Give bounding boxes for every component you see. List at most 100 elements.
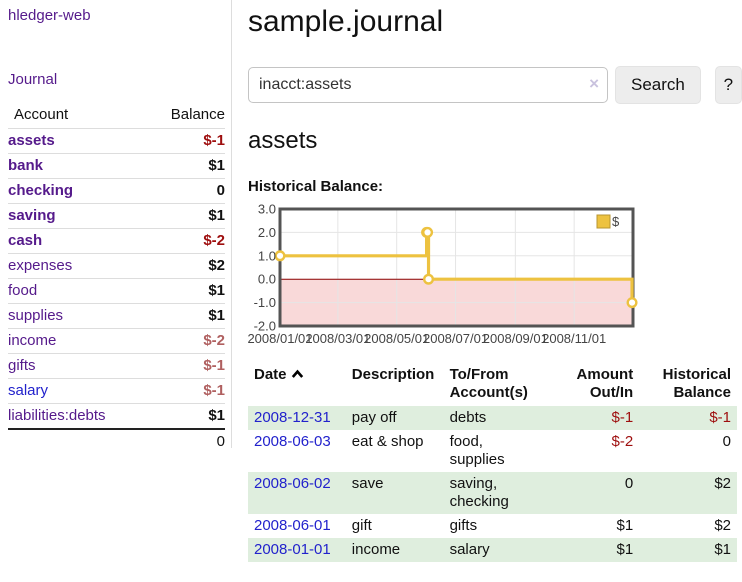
register-row: 2008-06-01 gift gifts $1 $2 — [248, 514, 737, 538]
x-axis-tick-label: 2008/09/01 — [483, 331, 548, 346]
column-header-amount-out-in: Amount Out/In — [541, 364, 639, 406]
y-axis-tick-label: -1.0 — [254, 295, 276, 310]
account-cell: food — [8, 278, 148, 304]
register-accounts-cell: debts — [449, 409, 487, 426]
search-bar: × Search ? — [248, 66, 742, 104]
sidebar-account-bank[interactable]: bank — [8, 157, 44, 174]
sidebar-account-gifts[interactable]: gifts — [8, 357, 36, 374]
historical-balance-chart: $3.0 2.0 1.0 0.0 -1.0 -2.02008/01/012008/03/0… — [247, 202, 638, 346]
register-date-cell: 2008-01-01 — [248, 538, 346, 562]
account-cell: bank — [8, 153, 148, 179]
x-axis-tick-label: 2008/01/01 — [247, 331, 312, 346]
column-header-to-from-account-s: To/From Account(s) — [444, 364, 542, 406]
column-header-label: To/From Account(s) — [449, 366, 528, 401]
x-axis-tick-label: 2008/03/01 — [305, 331, 370, 346]
account-balance: $1 — [147, 278, 225, 304]
register-accounts-cell: salary — [449, 541, 490, 558]
sidebar-account-salary[interactable]: salary — [8, 382, 49, 399]
search-input[interactable] — [248, 67, 608, 103]
register-amount-cell: $1 — [616, 517, 634, 534]
transaction-date-link[interactable]: 2008-12-31 — [254, 409, 331, 426]
register-description-cell: pay off — [351, 409, 397, 426]
register-balance-cell: $-1 — [709, 409, 731, 426]
sidebar-account-expenses[interactable]: expenses — [8, 257, 73, 274]
account-cell: expenses — [8, 253, 148, 279]
sidebar-divider — [231, 0, 232, 448]
register-date-cell: 2008-06-01 — [248, 514, 346, 538]
register-balance-cell: $1 — [714, 541, 731, 558]
account-balance: $-1 — [147, 378, 225, 404]
account-cell: salary — [8, 378, 148, 404]
column-header-label: Amount Out/In — [576, 366, 634, 401]
account-row: gifts $-1 — [8, 353, 225, 379]
register-description-cell: income — [351, 541, 401, 558]
account-row: salary $-1 — [8, 378, 225, 404]
transaction-date-link[interactable]: 2008-06-01 — [254, 517, 331, 534]
account-balance: $1 — [147, 403, 225, 429]
account-row: saving $1 — [8, 203, 225, 229]
register-row: 2008-01-01 income salary $1 $1 — [248, 538, 737, 562]
x-axis-tick-label: 2008/05/01 — [364, 331, 429, 346]
account-row: cash $-2 — [8, 228, 225, 254]
account-balance: $-1 — [147, 353, 225, 379]
register-table: Date Description To/From Account(s) Amount … — [248, 364, 737, 562]
accounts-header-balance: Balance — [170, 106, 225, 123]
account-row: assets $-1 — [8, 128, 225, 154]
transaction-date-link[interactable]: 2008-06-02 — [254, 475, 331, 492]
legend-swatch — [596, 214, 611, 229]
legend-label: $ — [612, 214, 620, 229]
register-description-cell: gift — [351, 517, 372, 534]
account-balance: $1 — [147, 203, 225, 229]
sidebar-account-liabilities-debts[interactable]: liabilities:debts — [8, 407, 106, 424]
chart-title: Historical Balance: — [248, 178, 384, 195]
sidebar-account-assets[interactable]: assets — [8, 132, 55, 149]
column-header-historical-balance: Historical Balance — [639, 364, 737, 406]
column-header-label: Date — [254, 366, 287, 383]
transaction-date-link[interactable]: 2008-06-03 — [254, 433, 331, 450]
account-balance: 0 — [147, 178, 225, 204]
register-amount-cell: 0 — [624, 475, 634, 492]
plot-border — [278, 207, 635, 328]
clear-search-icon[interactable]: × — [589, 74, 599, 93]
account-cell: cash — [8, 228, 148, 254]
register-amount-cell: $1 — [616, 541, 634, 558]
y-axis-tick-label: 3.0 — [258, 202, 276, 217]
register-balance-cell: 0 — [722, 433, 731, 450]
sidebar-account-checking[interactable]: checking — [8, 182, 74, 199]
help-button[interactable]: ? — [714, 66, 742, 104]
register-accounts-cell: saving, checking — [449, 475, 509, 510]
register-balance-cell: $2 — [714, 475, 731, 492]
account-row: food $1 — [8, 278, 225, 304]
register-description-cell: eat & shop — [351, 433, 424, 450]
data-point-marker — [423, 273, 435, 285]
app-title-link[interactable]: hledger-web — [8, 7, 91, 24]
column-header-label: Description — [351, 366, 435, 383]
register-row: 2008-06-02 save saving, checking 0 $2 — [248, 472, 737, 514]
account-row: supplies $1 — [8, 303, 225, 329]
sidebar-account-food[interactable]: food — [8, 282, 38, 299]
register-amount-cell: $-2 — [611, 433, 634, 450]
account-balance: $-2 — [147, 228, 225, 254]
transaction-date-link[interactable]: 2008-01-01 — [254, 541, 331, 558]
account-cell: checking — [8, 178, 148, 204]
search-input-wrap: × — [248, 67, 608, 103]
account-cell: liabilities:debts — [8, 403, 148, 429]
page-title: sample.journal — [248, 5, 444, 38]
account-cell: saving — [8, 203, 148, 229]
column-header-date[interactable]: Date — [248, 364, 346, 406]
sidebar-account-supplies[interactable]: supplies — [8, 307, 64, 324]
sort-ascending-icon — [291, 369, 303, 378]
register-header-row: Date Description To/From Account(s) Amount … — [248, 364, 737, 406]
sidebar-account-saving[interactable]: saving — [8, 207, 56, 224]
sidebar-item-journal[interactable]: Journal — [8, 71, 58, 88]
register-row: 2008-06-03 eat & shop food, supplies $-2 0 — [248, 430, 737, 472]
account-cell: assets — [8, 128, 148, 154]
account-page-title: assets — [248, 127, 318, 154]
sidebar-account-cash[interactable]: cash — [8, 232, 43, 249]
search-button[interactable]: Search — [615, 66, 701, 104]
sidebar-account-income[interactable]: income — [8, 332, 57, 349]
x-axis-tick-label: 2008/11/01 — [542, 331, 606, 346]
account-cell: income — [8, 328, 148, 354]
sidebar: hledger-web Journal Account Balance asse… — [0, 0, 231, 454]
accounts-table: Account Balance assets $-1 bank $1 checking 0… — [8, 103, 225, 454]
